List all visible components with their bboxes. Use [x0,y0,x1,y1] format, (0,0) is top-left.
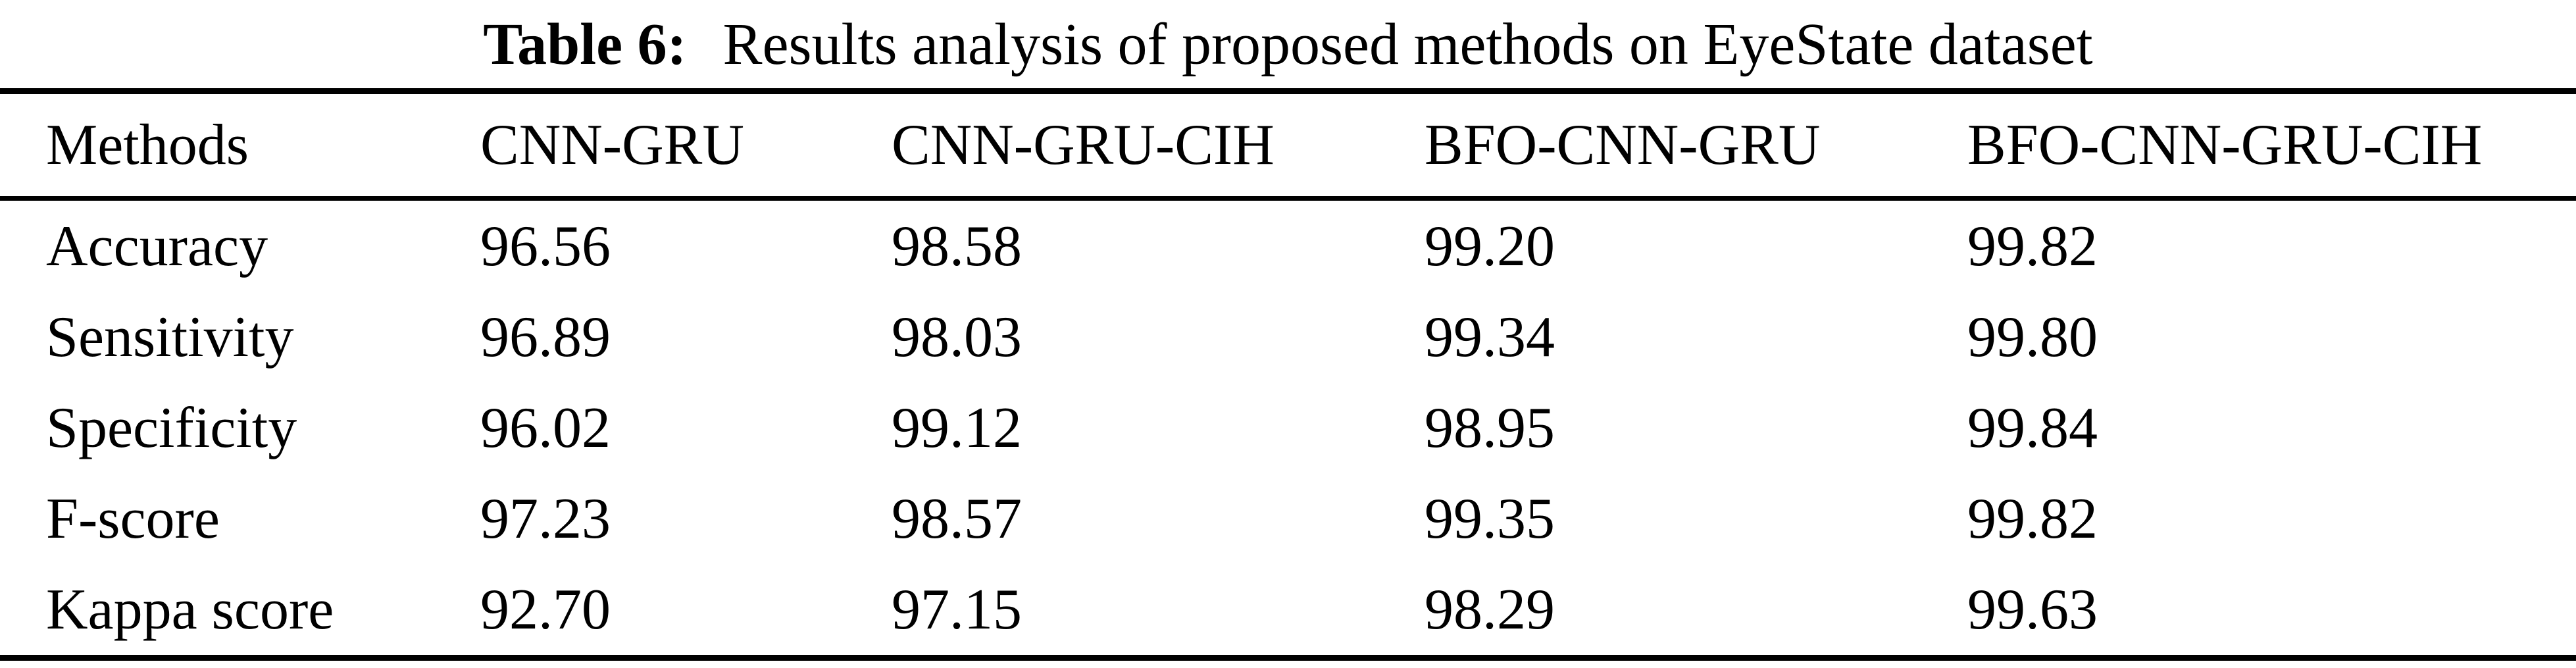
table-cell: 97.23 [480,486,611,551]
row-label: Kappa score [46,577,334,642]
table-header-row: Methods CNN-GRU CNN-GRU-CIH BFO-CNN-GRU … [0,94,2576,196]
table-cell: 99.12 [892,396,1022,460]
table-row: Accuracy 96.56 98.58 99.20 99.82 [0,201,2576,292]
column-header-bfo-cnn-gru: BFO-CNN-GRU [1425,113,1821,177]
table-cell: 99.84 [1967,396,2098,460]
table-caption: Table 6: Results analysis of proposed me… [0,0,2576,88]
table-cell: 92.70 [480,577,611,642]
table-cell: 97.15 [892,577,1022,642]
table-mid-rule [0,196,2576,201]
row-label: Specificity [46,396,297,460]
table-row: Kappa score 92.70 97.15 98.29 99.63 [0,564,2576,655]
table-cell: 98.57 [892,486,1022,551]
table-top-rule [0,88,2576,94]
table-cell: 99.35 [1425,486,1555,551]
table-cell: 98.95 [1425,396,1555,460]
table-cell: 99.82 [1967,214,2098,278]
table-bottom-rule [0,655,2576,661]
row-label: Accuracy [46,214,268,278]
row-label: F-score [46,486,220,551]
table-cell: 99.20 [1425,214,1555,278]
table-cell: 96.56 [480,214,611,278]
table-row: F-score 97.23 98.57 99.35 99.82 [0,473,2576,564]
table-caption-label: Table 6: [483,11,687,77]
column-header-cnn-gru: CNN-GRU [480,113,744,177]
table-cell: 96.02 [480,396,611,460]
table-cell: 99.63 [1967,577,2098,642]
column-header-bfo-cnn-gru-cih: BFO-CNN-GRU-CIH [1967,113,2483,177]
table-caption-text: Results analysis of proposed methods on … [722,11,2093,77]
table-row: Specificity 96.02 99.12 98.95 99.84 [0,382,2576,473]
table-cell: 98.03 [892,305,1022,369]
table-body: Accuracy 96.56 98.58 99.20 99.82 Sensiti… [0,201,2576,655]
table-cell: 96.89 [480,305,611,369]
table-row: Sensitivity 96.89 98.03 99.34 99.80 [0,292,2576,382]
table-cell: 98.29 [1425,577,1555,642]
table-cell: 99.34 [1425,305,1555,369]
table-cell: 99.80 [1967,305,2098,369]
column-header-cnn-gru-cih: CNN-GRU-CIH [892,113,1275,177]
row-label: Sensitivity [46,305,294,369]
table-cell: 99.82 [1967,486,2098,551]
table-cell: 98.58 [892,214,1022,278]
column-header-methods: Methods [46,113,249,177]
